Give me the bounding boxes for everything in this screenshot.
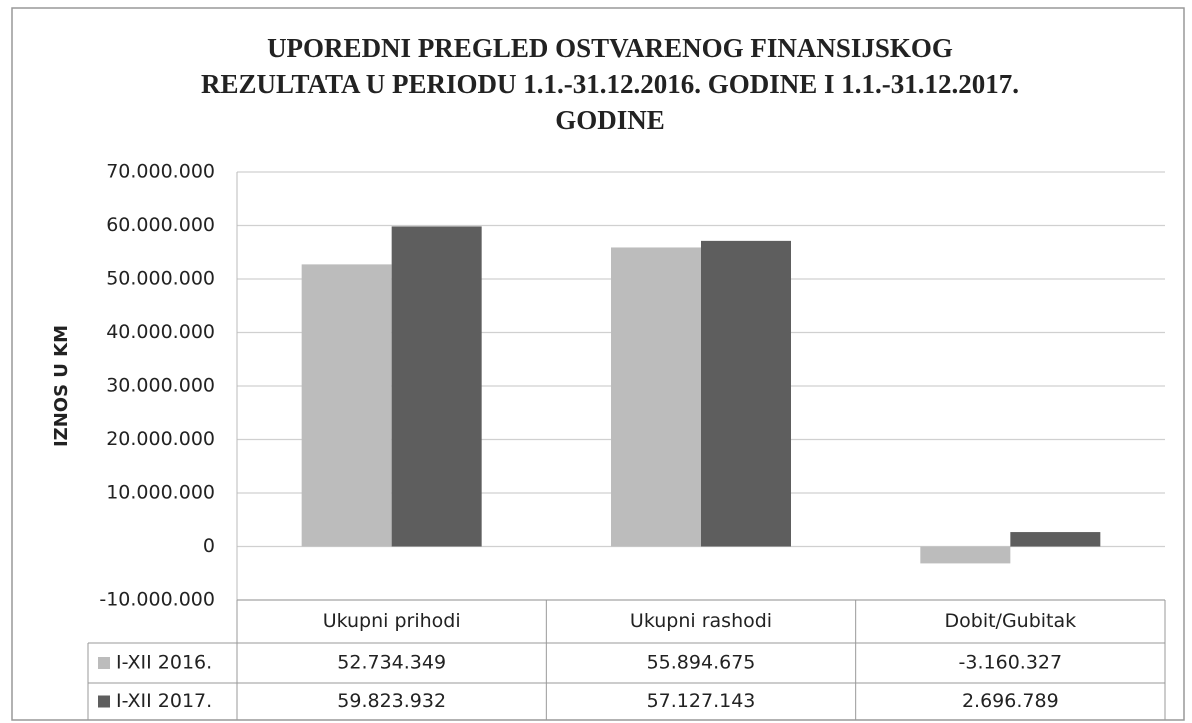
y-tick-label: 60.000.000 <box>106 214 215 236</box>
table-value: 59.823.932 <box>337 690 446 712</box>
legend-label: I-XII 2016. <box>116 652 212 674</box>
x-tick-label: Ukupni prihodi <box>323 610 461 632</box>
bar <box>611 247 701 547</box>
y-tick-label: 0 <box>203 535 215 557</box>
bar <box>1010 532 1101 547</box>
bar <box>391 226 482 547</box>
legend-swatch <box>98 657 110 669</box>
x-tick-label: Dobit/Gubitak <box>945 610 1077 632</box>
bar <box>701 240 791 547</box>
table-value: 2.696.789 <box>962 690 1059 712</box>
y-tick-label: 70.000.000 <box>106 161 215 183</box>
legend-label: I-XII 2017. <box>116 690 212 712</box>
legend-swatch <box>98 695 110 708</box>
bar <box>301 264 392 547</box>
table-value: 52.734.349 <box>337 652 446 674</box>
table-value: -3.160.327 <box>959 652 1063 674</box>
y-tick-label: 40.000.000 <box>106 321 215 343</box>
y-axis-label: IZNOS U KM <box>51 325 72 447</box>
bar <box>920 546 1011 564</box>
table-value: 57.127.143 <box>647 690 756 712</box>
y-tick-label: 10.000.000 <box>106 482 215 504</box>
y-tick-label: 20.000.000 <box>106 428 215 450</box>
y-tick-label: 30.000.000 <box>106 375 215 397</box>
y-tick-label: 50.000.000 <box>106 268 215 290</box>
y-tick-label: -10.000.000 <box>99 589 215 611</box>
x-tick-label: Ukupni rashodi <box>630 610 772 632</box>
chart-title: UPOREDNI PREGLED OSTVARENOG FINANSIJSKOG… <box>200 33 1020 135</box>
table-value: 55.894.675 <box>647 652 756 674</box>
